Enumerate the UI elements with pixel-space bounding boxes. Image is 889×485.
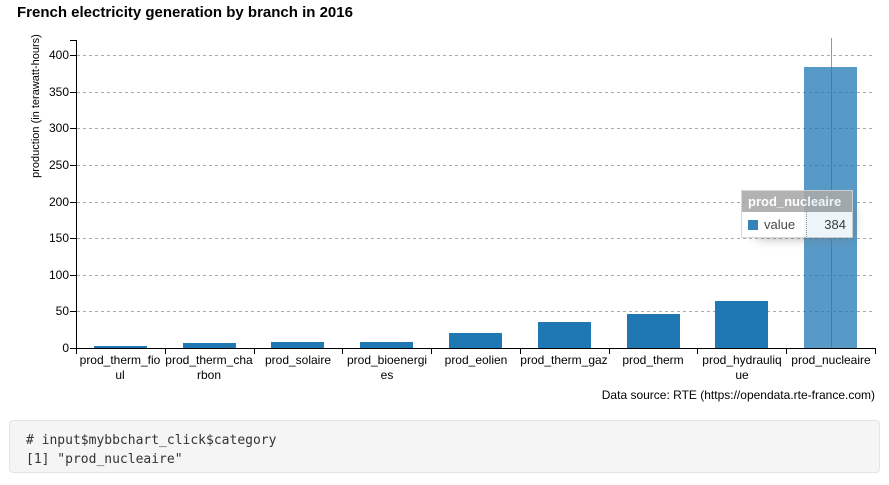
y-gridline bbox=[77, 165, 875, 166]
series-swatch-icon bbox=[748, 219, 758, 230]
x-label-prod_hydraulique: prod_hydrauliq ue bbox=[696, 353, 788, 383]
x-tick-mark bbox=[165, 349, 166, 354]
x-label-prod_therm_fioul: prod_therm_fio ul bbox=[74, 353, 166, 383]
x-tick-mark bbox=[342, 349, 343, 354]
bar-chart: production (in terawatt-hours) prod_nucl… bbox=[30, 34, 877, 383]
x-tick-mark bbox=[609, 349, 610, 354]
x-label-line: prod_therm_cha bbox=[165, 353, 253, 367]
bar-prod_eolien[interactable] bbox=[449, 333, 502, 348]
chart-title: French electricity generation by branch … bbox=[17, 4, 353, 21]
y-tick-label: 350 bbox=[48, 85, 69, 99]
tooltip-value: 384 bbox=[806, 212, 852, 237]
tooltip-series-label: value bbox=[764, 217, 796, 232]
y-tick-label: 300 bbox=[48, 121, 69, 135]
x-label-line: prod_therm_fio bbox=[79, 353, 161, 367]
y-tick-mark bbox=[70, 275, 76, 276]
tooltip-series-cell: value bbox=[742, 212, 806, 237]
x-tick-mark bbox=[254, 349, 255, 354]
x-tick-mark bbox=[875, 349, 876, 354]
y-tick-label: 150 bbox=[48, 231, 69, 245]
x-label-prod_therm_charbon: prod_therm_cha rbon bbox=[163, 353, 255, 383]
y-tick-mark bbox=[70, 92, 76, 93]
x-axis-line bbox=[76, 348, 876, 349]
code-output: # input$mybbchart_click$category [1] "pr… bbox=[9, 420, 880, 473]
y-gridline bbox=[77, 92, 875, 93]
bar-prod_hydraulique[interactable] bbox=[715, 301, 768, 348]
code-result-line: [1] "prod_nucleaire" bbox=[26, 452, 183, 467]
x-label-prod_therm_gaz: prod_therm_gaz bbox=[518, 353, 610, 368]
bar-prod_therm_charbon[interactable] bbox=[183, 343, 236, 348]
y-tick-mark bbox=[70, 165, 76, 166]
y-gridline bbox=[77, 238, 875, 239]
y-tick-mark bbox=[70, 238, 76, 239]
x-label-line: ul bbox=[115, 368, 125, 382]
x-label-line: prod_eolien bbox=[444, 353, 508, 367]
x-label-line: prod_nucleaire bbox=[791, 353, 871, 367]
x-label-line: rbon bbox=[196, 368, 222, 382]
bar-prod_solaire[interactable] bbox=[271, 342, 324, 348]
tooltip-value-row: value 384 bbox=[742, 212, 852, 237]
y-tick-label: 100 bbox=[48, 268, 69, 282]
x-tick-mark bbox=[76, 349, 77, 354]
y-tick-label: 50 bbox=[55, 304, 69, 318]
x-label-line: prod_solaire bbox=[264, 353, 332, 367]
bar-prod_bioenergies[interactable] bbox=[360, 342, 413, 348]
code-comment-line: # input$mybbchart_click$category bbox=[26, 433, 277, 448]
y-tick-mark bbox=[70, 55, 76, 56]
y-axis-label: production (in terawatt-hours) bbox=[30, 34, 42, 178]
y-gridline bbox=[77, 311, 875, 312]
y-gridline bbox=[77, 202, 875, 203]
x-label-prod_therm: prod_therm bbox=[607, 353, 699, 368]
x-label-line: prod_therm_gaz bbox=[520, 353, 608, 367]
y-tick-label: 250 bbox=[48, 158, 69, 172]
x-label-line: prod_bioenergi bbox=[346, 353, 428, 367]
x-label-prod_solaire: prod_solaire bbox=[252, 353, 344, 368]
y-tick-label: 400 bbox=[48, 48, 69, 62]
x-tick-mark bbox=[520, 349, 521, 354]
y-axis-line bbox=[76, 40, 77, 349]
y-tick-mark bbox=[70, 348, 76, 349]
bar-prod_therm[interactable] bbox=[627, 314, 680, 348]
y-tick-label: 200 bbox=[48, 195, 69, 209]
y-tick-mark bbox=[70, 128, 76, 129]
bar-prod_therm_fioul[interactable] bbox=[94, 346, 147, 348]
x-label-prod_eolien: prod_eolien bbox=[430, 353, 522, 368]
x-label-prod_nucleaire: prod_nucleaire bbox=[785, 353, 877, 368]
x-label-line: es bbox=[380, 368, 394, 382]
y-tick-mark bbox=[70, 311, 76, 312]
y-tick-label: 0 bbox=[62, 341, 69, 355]
x-label-prod_bioenergies: prod_bioenergi es bbox=[341, 353, 433, 383]
x-tick-mark bbox=[786, 349, 787, 354]
y-tick-mark bbox=[70, 202, 76, 203]
data-source-caption: Data source: RTE (https://opendata.rte-f… bbox=[601, 388, 875, 402]
y-gridline bbox=[77, 55, 875, 56]
y-gridline bbox=[77, 275, 875, 276]
tooltip-title: prod_nucleaire bbox=[742, 191, 852, 212]
x-tick-mark bbox=[431, 349, 432, 354]
x-label-line: prod_therm bbox=[622, 353, 684, 367]
y-gridline bbox=[77, 128, 875, 129]
x-tick-mark bbox=[697, 349, 698, 354]
y-axis-top-cap bbox=[70, 40, 76, 41]
x-label-line: ue bbox=[735, 368, 749, 382]
bar-prod_therm_gaz[interactable] bbox=[538, 322, 591, 348]
x-label-line: prod_hydrauliq bbox=[702, 353, 782, 367]
chart-tooltip: prod_nucleaire value 384 bbox=[741, 190, 853, 238]
